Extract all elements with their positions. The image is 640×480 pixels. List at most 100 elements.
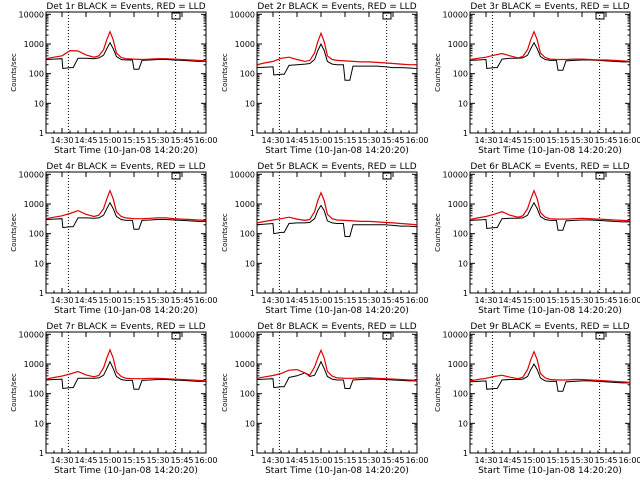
x-tick-label: 15:15: [333, 296, 356, 305]
y-tick-label: 100: [240, 230, 255, 239]
x-tick-label: 14:30: [261, 456, 284, 465]
x-tick-label: 15:30: [146, 456, 169, 465]
y-tick-label: 1: [39, 289, 44, 298]
x-tick-label: 15:30: [570, 296, 593, 305]
plot-frame: [469, 331, 631, 454]
y-tick-label: 1: [250, 289, 255, 298]
y-tick-label: 100: [453, 390, 468, 399]
plot-frame: [469, 171, 631, 294]
y-tick-label: 1: [250, 449, 255, 458]
panel-title: Det 8r BLACK = Events, RED = LLD: [257, 322, 416, 332]
plot-frame: [256, 11, 418, 134]
series-events-line: [256, 360, 417, 389]
y-axis-label: Counts/sec: [221, 53, 229, 92]
x-tick-label: 16:00: [405, 136, 428, 145]
y-tick-label: 100: [29, 70, 44, 79]
panel-title: Det 4r BLACK = Events, RED = LLD: [46, 162, 205, 172]
x-tick-label: 15:45: [170, 456, 193, 465]
x-tick-label: 14:30: [474, 456, 497, 465]
x-tick-label: 15:30: [146, 136, 169, 145]
y-tick-label: 1000: [235, 40, 255, 49]
y-tick-label: 100: [240, 70, 255, 79]
x-tick-label: 15:00: [309, 456, 332, 465]
series-lld-line: [256, 31, 417, 66]
y-tick-label: 100: [29, 390, 44, 399]
detector-panel-9: Det 9r BLACK = Events, RED = LLD 1 10 100 10…: [434, 322, 640, 476]
panel-title: Det 9r BLACK = Events, RED = LLD: [470, 322, 629, 332]
series-events-line: [45, 201, 206, 230]
x-axis-label: Start Time (10-Jan-08 14:20:20): [54, 306, 198, 316]
y-axis-label: Counts/sec: [221, 373, 229, 412]
x-axis-label: Start Time (10-Jan-08 14:20:20): [478, 306, 622, 316]
x-tick-label: 14:30: [261, 296, 284, 305]
y-tick-label: 10000: [19, 170, 44, 179]
panel-title: Det 1r BLACK = Events, RED = LLD: [46, 2, 205, 12]
y-tick-label: 1000: [448, 40, 468, 49]
x-tick-label: 15:00: [522, 136, 545, 145]
x-tick-label: 16:00: [618, 136, 640, 145]
y-tick-label: 10: [245, 259, 255, 268]
x-tick-label: 14:45: [285, 136, 308, 145]
x-axis-label: Start Time (10-Jan-08 14:20:20): [265, 146, 409, 156]
y-axis-label: Counts/sec: [434, 213, 442, 252]
x-tick-label: 15:15: [546, 456, 569, 465]
y-tick-label: 10: [458, 419, 468, 428]
x-tick-label: 15:15: [122, 136, 145, 145]
x-tick-label: 14:30: [50, 296, 73, 305]
y-tick-label: 1000: [235, 200, 255, 209]
x-tick-label: 15:45: [381, 296, 404, 305]
series-events-line: [469, 41, 630, 71]
plot-frame: [45, 331, 207, 454]
x-axis-label: Start Time (10-Jan-08 14:20:20): [478, 146, 622, 156]
x-tick-label: 14:30: [50, 456, 73, 465]
y-tick-label: 1000: [448, 200, 468, 209]
x-tick-label: 15:00: [98, 296, 121, 305]
detector-panel-4: Det 4r BLACK = Events, RED = LLD 1 10 100 10…: [10, 162, 218, 316]
x-tick-label: 16:00: [405, 456, 428, 465]
x-tick-label: 14:45: [74, 456, 97, 465]
x-tick-label: 16:00: [194, 296, 217, 305]
x-tick-label: 14:45: [285, 456, 308, 465]
y-tick-label: 10: [458, 99, 468, 108]
y-tick-label: 10000: [443, 330, 468, 339]
panel-title: Det 7r BLACK = Events, RED = LLD: [46, 322, 205, 332]
y-axis-label: Counts/sec: [10, 213, 18, 252]
x-tick-label: 14:45: [498, 136, 521, 145]
x-tick-label: 15:15: [546, 296, 569, 305]
y-tick-label: 10000: [443, 170, 468, 179]
x-tick-label: 15:45: [594, 296, 617, 305]
series-lld-line: [469, 189, 631, 222]
x-tick-label: 15:15: [333, 456, 356, 465]
x-tick-label: 15:45: [381, 136, 404, 145]
x-tick-label: 14:30: [474, 296, 497, 305]
detector-panel-6: Det 6r BLACK = Events, RED = LLD 1 10 100 10…: [434, 162, 640, 316]
x-axis-label: Start Time (10-Jan-08 14:20:20): [54, 466, 198, 476]
series-events-line: [256, 42, 418, 81]
detector-panel-3: Det 3r BLACK = Events, RED = LLD 1 10 100 10…: [434, 2, 640, 156]
x-axis-label: Start Time (10-Jan-08 14:20:20): [265, 306, 409, 316]
detector-panel-2: Det 2r BLACK = Events, RED = LLD 1 10 100 10…: [221, 2, 429, 156]
x-tick-label: 15:30: [357, 296, 380, 305]
x-tick-label: 16:00: [405, 296, 428, 305]
x-tick-label: 15:30: [357, 456, 380, 465]
series-lld-line: [469, 30, 631, 62]
y-tick-label: 100: [240, 390, 255, 399]
y-tick-label: 10: [245, 419, 255, 428]
y-tick-label: 10: [458, 259, 468, 268]
x-tick-label: 15:45: [594, 456, 617, 465]
x-tick-label: 15:00: [98, 456, 121, 465]
y-axis-label: Counts/sec: [434, 373, 442, 412]
y-tick-label: 10000: [230, 10, 255, 19]
x-axis-label: Start Time (10-Jan-08 14:20:20): [478, 466, 622, 476]
x-tick-label: 15:15: [546, 136, 569, 145]
y-tick-label: 100: [453, 230, 468, 239]
y-tick-label: 10: [245, 99, 255, 108]
detector-panel-7: Det 7r BLACK = Events, RED = LLD 1 10 100 10…: [10, 322, 218, 476]
series-events-line: [256, 204, 418, 237]
series-events-line: [45, 360, 206, 390]
series-lld-line: [45, 189, 207, 221]
series-lld-line: [256, 348, 418, 381]
series-lld-line: [45, 30, 207, 62]
x-tick-label: 15:30: [570, 136, 593, 145]
